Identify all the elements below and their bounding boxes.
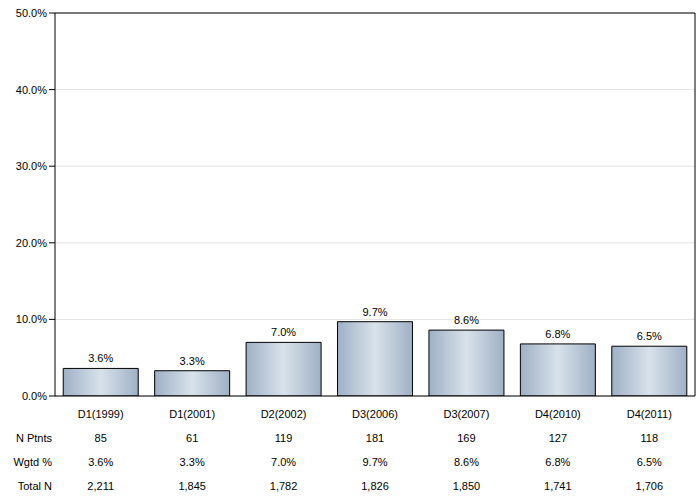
svg-text:9.7%: 9.7% <box>362 306 387 318</box>
svg-text:D4(2010): D4(2010) <box>535 408 581 420</box>
svg-text:1,845: 1,845 <box>178 480 206 492</box>
svg-text:Total N: Total N <box>18 480 52 492</box>
svg-text:30.0%: 30.0% <box>16 160 47 172</box>
svg-text:3.6%: 3.6% <box>88 352 113 364</box>
svg-text:3.3%: 3.3% <box>180 456 205 468</box>
svg-text:10.0%: 10.0% <box>16 313 47 325</box>
svg-text:D3(2007): D3(2007) <box>443 408 489 420</box>
svg-text:3.3%: 3.3% <box>180 355 205 367</box>
svg-text:1,741: 1,741 <box>544 480 572 492</box>
svg-text:6.5%: 6.5% <box>637 330 662 342</box>
svg-text:7.0%: 7.0% <box>271 326 296 338</box>
svg-text:N Ptnts: N Ptnts <box>16 432 53 444</box>
svg-text:6.5%: 6.5% <box>637 456 662 468</box>
svg-text:3.6%: 3.6% <box>88 456 113 468</box>
svg-text:D4(2011): D4(2011) <box>627 408 672 420</box>
svg-text:1,850: 1,850 <box>453 480 481 492</box>
svg-text:119: 119 <box>275 432 293 444</box>
svg-text:169: 169 <box>457 432 475 444</box>
svg-text:50.0%: 50.0% <box>16 7 47 19</box>
svg-text:40.0%: 40.0% <box>16 84 47 96</box>
svg-text:9.7%: 9.7% <box>362 456 387 468</box>
svg-text:181: 181 <box>366 432 384 444</box>
svg-text:118: 118 <box>641 432 659 444</box>
svg-text:D3(2006): D3(2006) <box>352 408 398 420</box>
svg-text:7.0%: 7.0% <box>271 456 296 468</box>
svg-text:D2(2002): D2(2002) <box>261 408 307 420</box>
svg-text:1,706: 1,706 <box>636 480 664 492</box>
svg-text:20.0%: 20.0% <box>16 237 47 249</box>
svg-text:0.0%: 0.0% <box>22 390 47 402</box>
svg-text:6.8%: 6.8% <box>545 328 570 340</box>
svg-text:85: 85 <box>95 432 107 444</box>
svg-text:61: 61 <box>186 432 198 444</box>
svg-text:D1(1999): D1(1999) <box>78 408 124 420</box>
svg-text:D1(2001): D1(2001) <box>169 408 215 420</box>
svg-text:Wgtd %: Wgtd % <box>13 456 52 468</box>
svg-text:6.8%: 6.8% <box>545 456 570 468</box>
svg-text:8.6%: 8.6% <box>454 314 479 326</box>
svg-text:1,826: 1,826 <box>361 480 389 492</box>
svg-text:127: 127 <box>549 432 567 444</box>
svg-text:2,211: 2,211 <box>87 480 114 492</box>
svg-text:1,782: 1,782 <box>270 480 298 492</box>
svg-text:8.6%: 8.6% <box>454 456 479 468</box>
